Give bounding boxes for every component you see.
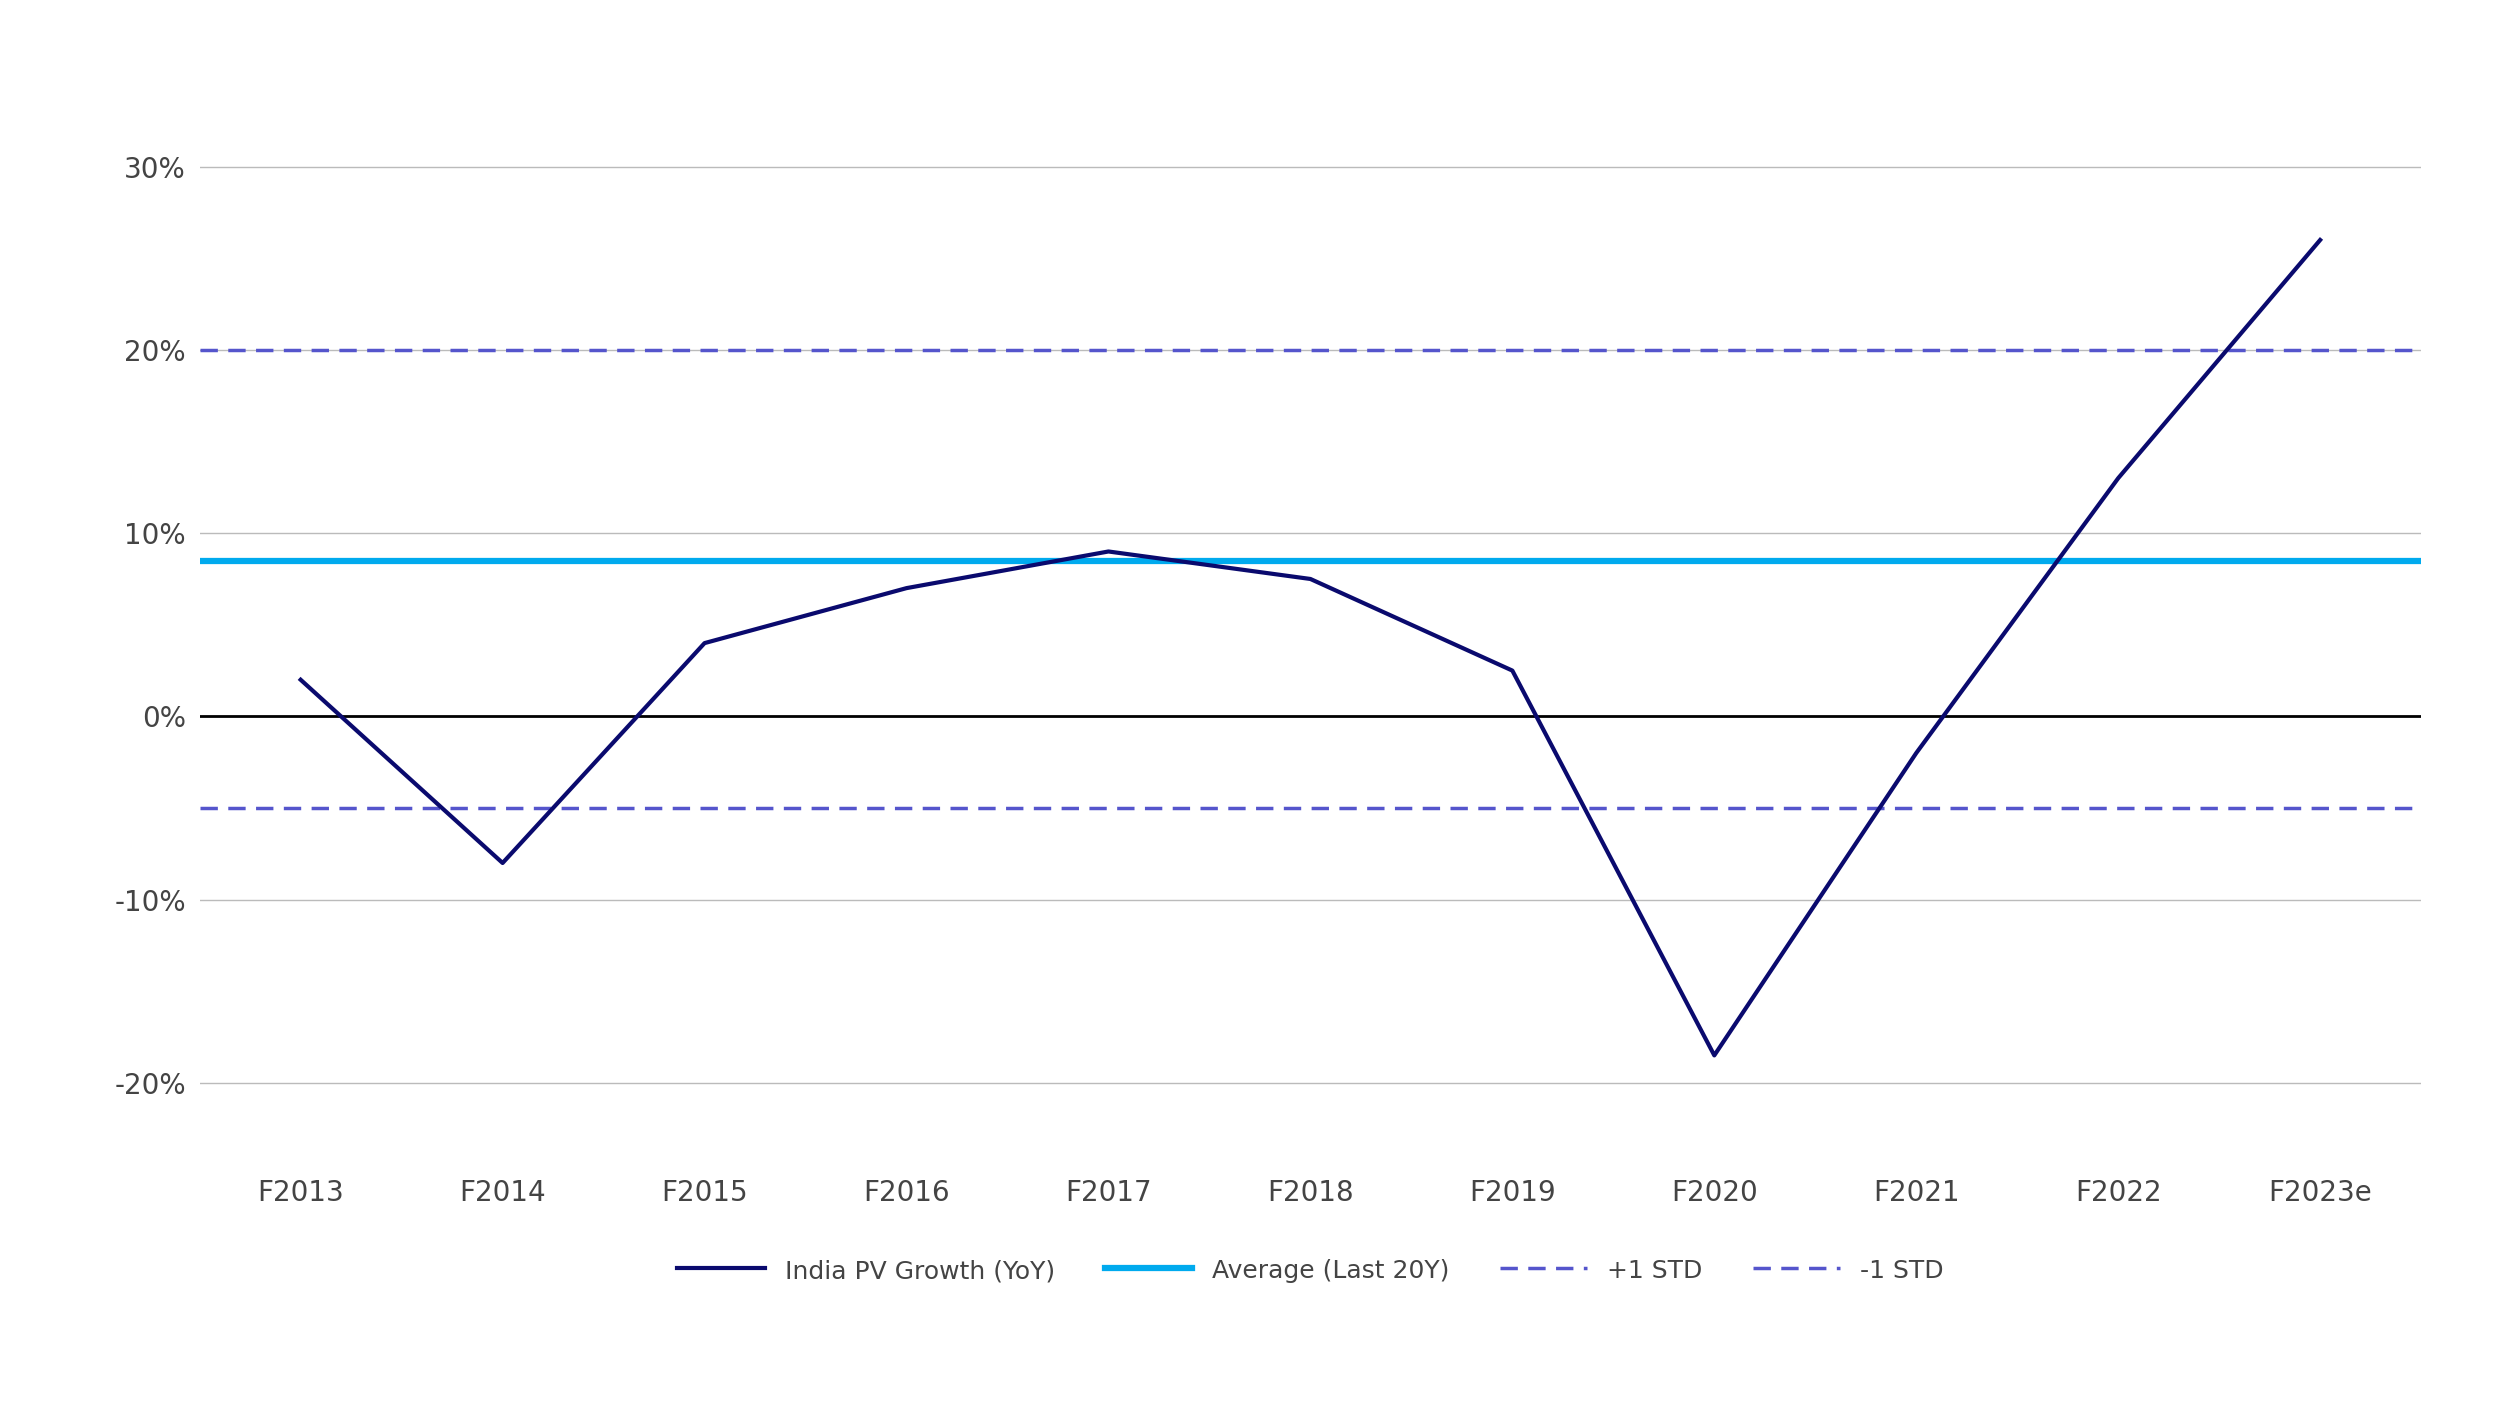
Legend: India PV Growth (YoY), Average (Last 20Y), +1 STD, -1 STD: India PV Growth (YoY), Average (Last 20Y…	[666, 1247, 1954, 1293]
